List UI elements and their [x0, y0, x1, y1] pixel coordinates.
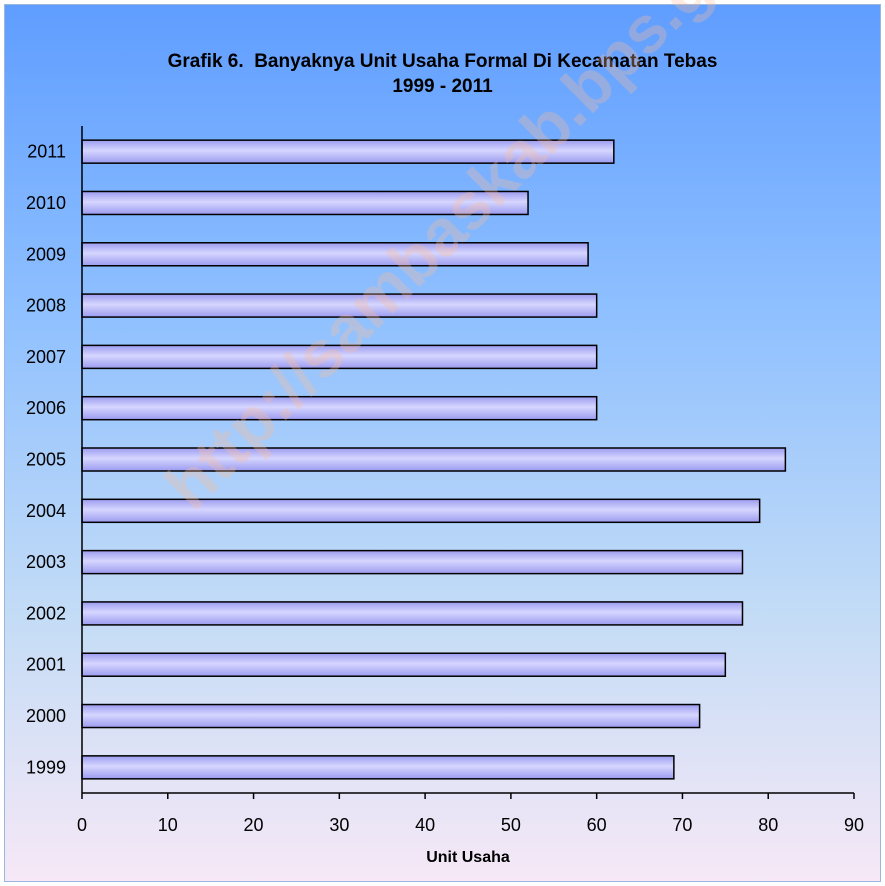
x-tick-label-40: 40	[415, 815, 435, 835]
x-tick-label-0: 0	[77, 815, 87, 835]
x-axis-title: Unit Usaha	[426, 849, 510, 866]
y-tick-label-2006: 2006	[26, 398, 66, 418]
chart-title-line-2: 1999 - 2011	[392, 76, 493, 97]
bar-1999	[81, 755, 675, 780]
y-tick-label-2003: 2003	[26, 552, 66, 572]
bar-2003	[81, 549, 744, 575]
bar-2010	[81, 190, 529, 216]
x-tick-label-70: 70	[672, 815, 692, 835]
x-tick-label-90: 90	[844, 815, 864, 835]
bar-2007	[81, 344, 598, 370]
x-tick-label-50: 50	[501, 815, 521, 835]
bar-2002	[81, 601, 744, 626]
bar-2004	[81, 498, 761, 524]
x-axis-ticks: 0 10 20 30 40 50 60 70 80 90	[77, 793, 864, 835]
y-tick-label-2009: 2009	[26, 244, 66, 264]
y-tick-label-1999: 1999	[26, 757, 66, 777]
bar-2001	[81, 652, 727, 677]
y-axis-tick-labels: 2011 2010 2009 2008 2007 2006 2005 2004 2003 2002…	[26, 142, 66, 778]
y-tick-label-2001: 2001	[26, 655, 66, 675]
y-tick-label-2010: 2010	[26, 193, 66, 213]
y-tick-label-2011: 2011	[27, 142, 66, 162]
x-tick-label-20: 20	[244, 815, 264, 835]
bar-2008	[81, 293, 598, 318]
bar-2000	[81, 703, 701, 729]
y-tick-label-2007: 2007	[26, 347, 66, 367]
y-tick-label-2008: 2008	[26, 296, 66, 316]
y-tick-label-2000: 2000	[26, 706, 66, 726]
bar-series	[81, 139, 787, 780]
bar-2011	[81, 139, 615, 164]
bar-2009	[81, 242, 589, 267]
y-tick-label-2004: 2004	[26, 501, 66, 521]
chart-title-line-1: Grafik 6. Banyaknya Unit Usaha Formal Di…	[167, 51, 718, 72]
x-tick-label-60: 60	[587, 815, 607, 835]
y-tick-label-2002: 2002	[26, 603, 66, 623]
x-tick-label-80: 80	[758, 815, 778, 835]
bar-2005	[81, 447, 787, 472]
y-tick-label-2005: 2005	[26, 450, 66, 470]
bar-2006	[81, 395, 598, 421]
x-tick-label-10: 10	[158, 815, 178, 835]
x-tick-label-30: 30	[329, 815, 349, 835]
chart-title: Grafik 6. Banyaknya Unit Usaha Formal Di…	[0, 49, 885, 99]
